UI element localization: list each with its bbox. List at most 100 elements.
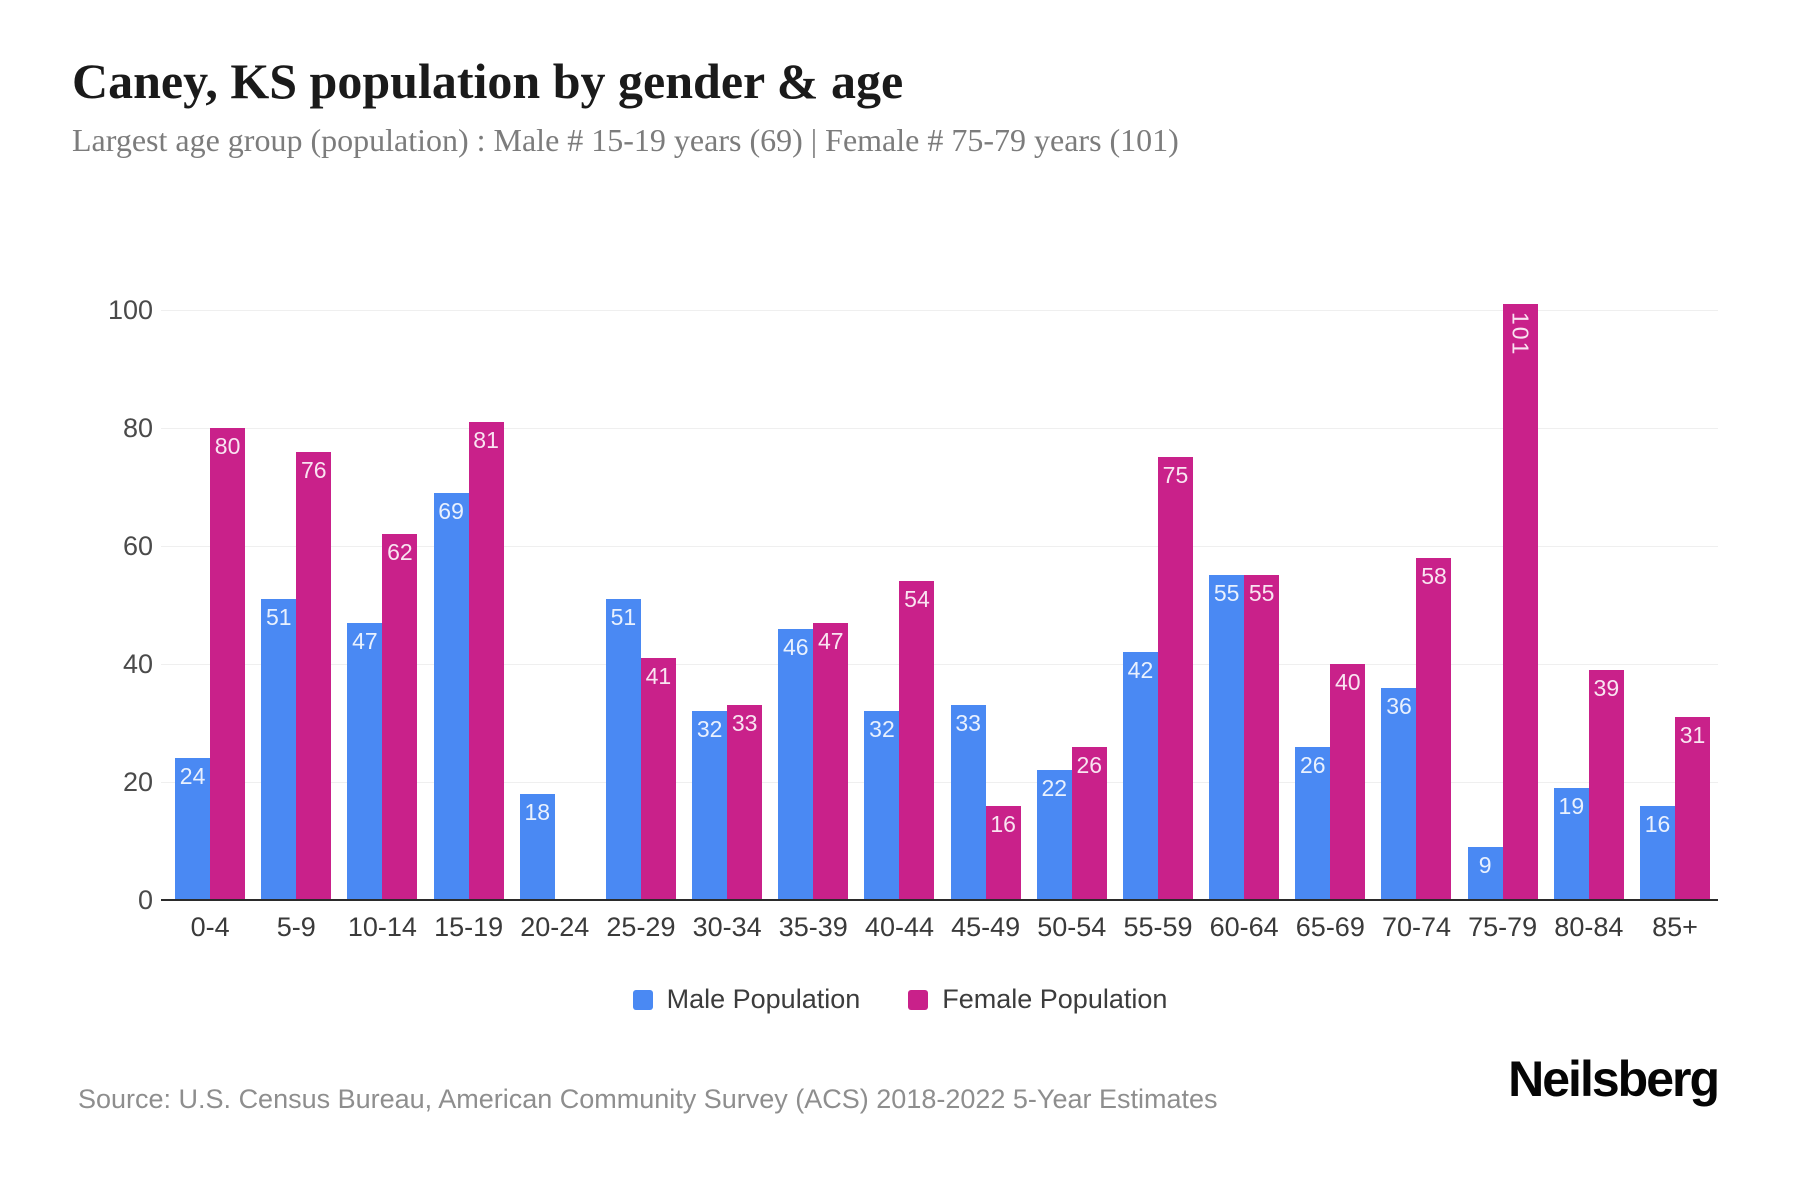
bar-value-label: 26 <box>1076 752 1103 778</box>
bar-male-55-59: 42 <box>1122 652 1158 900</box>
x-tick-label: 85+ <box>1652 912 1698 942</box>
bar-value-label: 32 <box>869 716 895 742</box>
bar-value-label: 55 <box>1248 580 1275 606</box>
bar-male-20-24: 18 <box>519 794 555 900</box>
bar-male-25-29: 51 <box>605 599 641 900</box>
bar-group-50-54: 22 26 <box>1029 310 1115 900</box>
male-legend-swatch-icon <box>632 989 653 1010</box>
bar-male-75-79: 9 <box>1467 847 1503 900</box>
x-tick-label: 5-9 <box>276 912 316 942</box>
bar-group-55-59: 42 75 <box>1115 310 1201 900</box>
x-tick-label: 80-84 <box>1554 912 1624 942</box>
female-legend-swatch-icon <box>908 989 929 1010</box>
bar-group-10-14: 47 62 <box>339 310 425 900</box>
bar-male-15-19: 69 <box>433 493 469 900</box>
bar-male-5-9: 51 <box>261 599 297 900</box>
bar-value-label: 58 <box>1421 563 1447 589</box>
chart-subtitle: Largest age group (population) : Male # … <box>72 122 1179 158</box>
bar-male-45-49: 33 <box>950 705 986 900</box>
bar-value-label: 19 <box>1558 793 1585 819</box>
x-tick-label: 20-24 <box>520 912 590 942</box>
x-tick-label: 50-54 <box>1037 912 1107 942</box>
bar-female-75-79: 101 <box>1502 304 1538 900</box>
bar-value-label: 9 <box>1478 852 1492 878</box>
bar-group-5-9: 51 76 <box>253 310 339 900</box>
bar-value-label: 75 <box>1162 462 1189 488</box>
legend-item-male: Male Population <box>632 984 860 1015</box>
bar-group-35-39: 46 47 <box>770 310 856 900</box>
bar-male-40-44: 32 <box>864 711 900 900</box>
x-tick-label: 0-4 <box>190 912 230 942</box>
legend-label-female: Female Population <box>942 984 1168 1014</box>
x-tick-label: 60-64 <box>1209 912 1279 942</box>
bar-group-80-84: 19 39 <box>1546 310 1632 900</box>
source-attribution: Source: U.S. Census Bureau, American Com… <box>78 1084 1218 1114</box>
bar-female-70-74: 58 <box>1416 558 1452 900</box>
plot-area: 24 80 51 76 47 62 69 81 18 51 41 32 33 46 47 32 54 33 16 22… <box>161 304 1718 901</box>
gridline <box>161 546 1718 547</box>
bar-value-label: 101 <box>1507 312 1534 357</box>
bar-value-label: 47 <box>817 628 844 654</box>
bar-value-label: 69 <box>438 498 464 524</box>
bar-female-30-34: 33 <box>727 705 763 900</box>
bar-male-30-34: 32 <box>692 711 728 900</box>
x-tick-label: 30-34 <box>692 912 762 942</box>
bar-male-35-39: 46 <box>778 629 814 900</box>
y-tick-label: 40 <box>122 649 153 679</box>
bar-value-label: 39 <box>1593 675 1620 701</box>
bar-value-label: 33 <box>955 710 981 736</box>
bar-value-label: 47 <box>352 628 378 654</box>
bar-group-15-19: 69 81 <box>426 310 512 900</box>
bar-value-label: 51 <box>610 604 637 630</box>
y-tick-label: 60 <box>122 531 153 561</box>
bar-male-10-14: 47 <box>347 623 383 900</box>
bar-group-25-29: 51 41 <box>598 310 684 900</box>
bar-female-25-29: 41 <box>640 658 676 900</box>
gridline <box>161 664 1718 665</box>
bar-value-label: 40 <box>1335 669 1361 695</box>
bar-group-75-79: 9 101 <box>1460 304 1546 900</box>
bar-value-label: 26 <box>1300 752 1326 778</box>
bar-female-65-69: 40 <box>1330 664 1366 900</box>
bar-male-70-74: 36 <box>1381 688 1417 900</box>
y-axis-labels: 0 20 40 60 80 100 <box>60 295 153 915</box>
x-tick-label: 15-19 <box>434 912 504 942</box>
bar-group-60-64: 55 55 <box>1201 310 1287 900</box>
bar-value-label: 41 <box>645 663 672 689</box>
bar-value-label: 55 <box>1213 580 1240 606</box>
bar-group-30-34: 32 33 <box>684 310 770 900</box>
bar-male-60-64: 55 <box>1209 575 1245 900</box>
legend-item-female: Female Population <box>908 984 1167 1015</box>
x-tick-label: 75-79 <box>1468 912 1538 942</box>
bar-value-label: 16 <box>990 811 1016 837</box>
bar-female-15-19: 81 <box>468 422 504 900</box>
bar-group-65-69: 26 40 <box>1287 310 1373 900</box>
y-tick-label: 100 <box>107 295 153 325</box>
gridline <box>161 310 1718 311</box>
bar-value-label: 42 <box>1127 657 1154 683</box>
bar-value-label: 18 <box>524 799 551 825</box>
bar-female-5-9: 76 <box>296 452 332 900</box>
bar-female-80-84: 39 <box>1588 670 1624 900</box>
bar-female-40-44: 54 <box>899 581 935 900</box>
bar-group-0-4: 24 80 <box>167 310 253 900</box>
y-tick-label: 80 <box>122 413 153 443</box>
gridline <box>161 428 1718 429</box>
bar-male-80-84: 19 <box>1553 788 1589 900</box>
bar-value-label: 33 <box>731 710 758 736</box>
x-axis-line <box>161 899 1718 901</box>
bar-value-label: 22 <box>1041 775 1068 801</box>
bar-value-label: 54 <box>904 586 930 612</box>
bar-group-70-74: 36 58 <box>1373 310 1459 900</box>
x-tick-label: 40-44 <box>864 912 934 942</box>
bar-female-45-49: 16 <box>985 806 1021 900</box>
bar-value-label: 46 <box>782 634 809 660</box>
neilsberg-logo: Neilsberg <box>1508 1051 1720 1107</box>
bar-male-50-54: 22 <box>1036 770 1072 900</box>
bar-group-45-49: 33 16 <box>943 310 1029 900</box>
bar-female-60-64: 55 <box>1244 575 1280 900</box>
bar-female-35-39: 47 <box>813 623 849 900</box>
plot-bars: 24 80 51 76 47 62 69 81 18 51 41 32 33 46 47 32 54 33 16 22… <box>167 304 1718 900</box>
bar-female-55-59: 75 <box>1157 457 1193 900</box>
